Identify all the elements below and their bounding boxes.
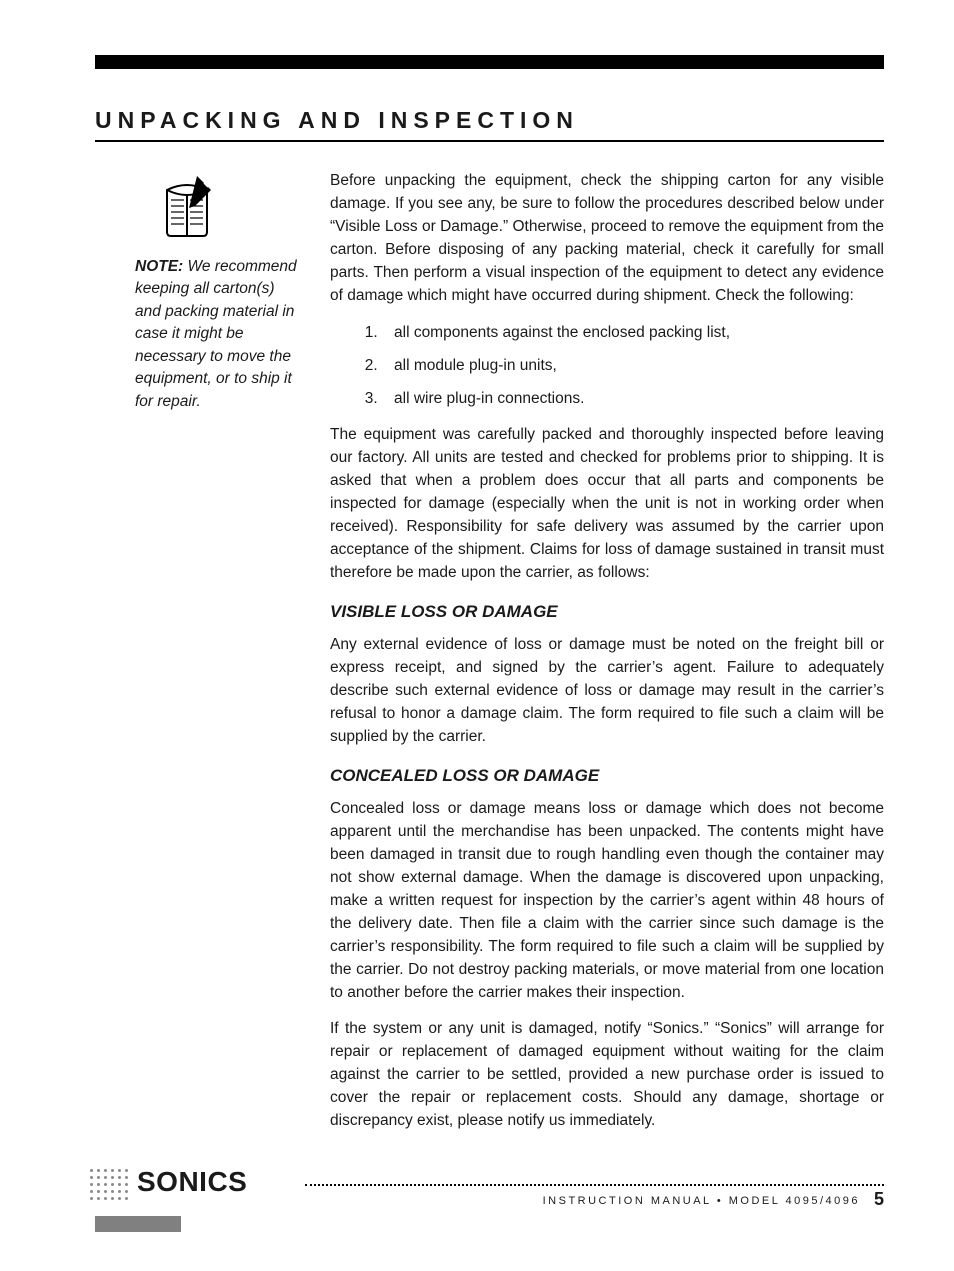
concealed-loss-heading: CONCEALED LOSS OR DAMAGE xyxy=(330,763,884,788)
checklist-item: all module plug-in units, xyxy=(382,355,884,378)
checklist-item: all wire plug-in connections. xyxy=(382,388,884,411)
concealed-loss-paragraph-2: If the system or any unit is damaged, no… xyxy=(330,1018,884,1133)
note-label: NOTE: xyxy=(135,258,183,275)
main-content: Before unpacking the equipment, check th… xyxy=(330,170,884,1147)
notebook-pencil-icon xyxy=(153,170,225,242)
sidebar-note: NOTE: We recommend keeping all carton(s)… xyxy=(95,170,330,413)
brand-logo-text: SONICS xyxy=(137,1166,247,1198)
post-list-paragraph: The equipment was carefully packed and t… xyxy=(330,424,884,585)
section-title: UNPACKING AND INSPECTION xyxy=(95,107,884,142)
page-number: 5 xyxy=(874,1189,884,1210)
note-text: NOTE: We recommend keeping all carton(s)… xyxy=(135,256,300,413)
intro-paragraph: Before unpacking the equipment, check th… xyxy=(330,170,884,308)
content-columns: NOTE: We recommend keeping all carton(s)… xyxy=(95,170,884,1147)
footer-corner-block xyxy=(95,1216,181,1232)
page-footer: SONICS INSTRUCTION MANUAL • MODEL 4095/4… xyxy=(95,1159,884,1231)
header-bar xyxy=(95,55,884,69)
brand-dot-grid-icon xyxy=(90,1169,129,1201)
visible-loss-paragraph: Any external evidence of loss or damage … xyxy=(330,634,884,749)
footer-dotted-rule xyxy=(305,1184,884,1186)
checklist-item: all components against the enclosed pack… xyxy=(382,322,884,345)
concealed-loss-paragraph-1: Concealed loss or damage means loss or d… xyxy=(330,798,884,1004)
note-body: We recommend keeping all carton(s) and p… xyxy=(135,258,297,410)
checklist: all components against the enclosed pack… xyxy=(382,322,884,411)
visible-loss-heading: VISIBLE LOSS OR DAMAGE xyxy=(330,599,884,624)
footer-manual-label: INSTRUCTION MANUAL • MODEL 4095/4096 xyxy=(543,1195,860,1207)
